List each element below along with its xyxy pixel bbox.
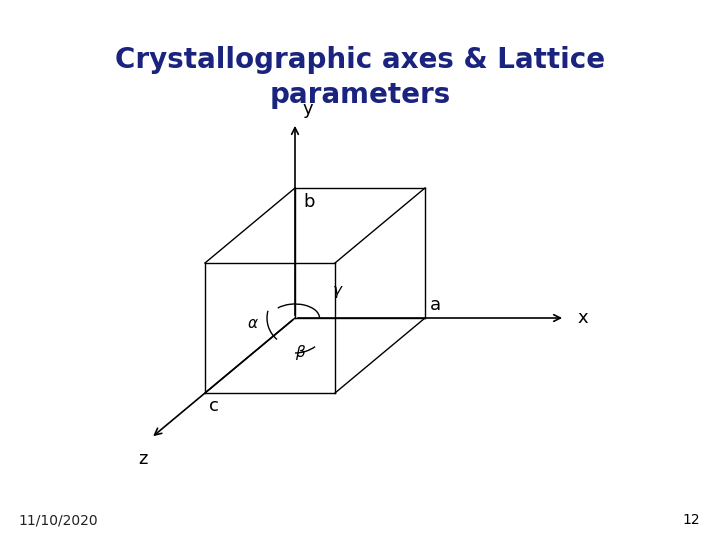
Text: α: α	[248, 315, 258, 330]
Text: c: c	[209, 397, 219, 415]
Text: y: y	[303, 100, 314, 118]
Text: β: β	[295, 346, 305, 361]
Text: a: a	[430, 296, 441, 314]
Text: b: b	[303, 193, 315, 211]
Text: Crystallographic axes & Lattice: Crystallographic axes & Lattice	[115, 46, 605, 74]
Text: 11/10/2020: 11/10/2020	[18, 513, 98, 527]
Text: γ: γ	[333, 282, 341, 298]
Text: x: x	[577, 309, 588, 327]
Text: parameters: parameters	[269, 81, 451, 109]
Text: z: z	[138, 450, 148, 468]
Text: 12: 12	[683, 513, 700, 527]
